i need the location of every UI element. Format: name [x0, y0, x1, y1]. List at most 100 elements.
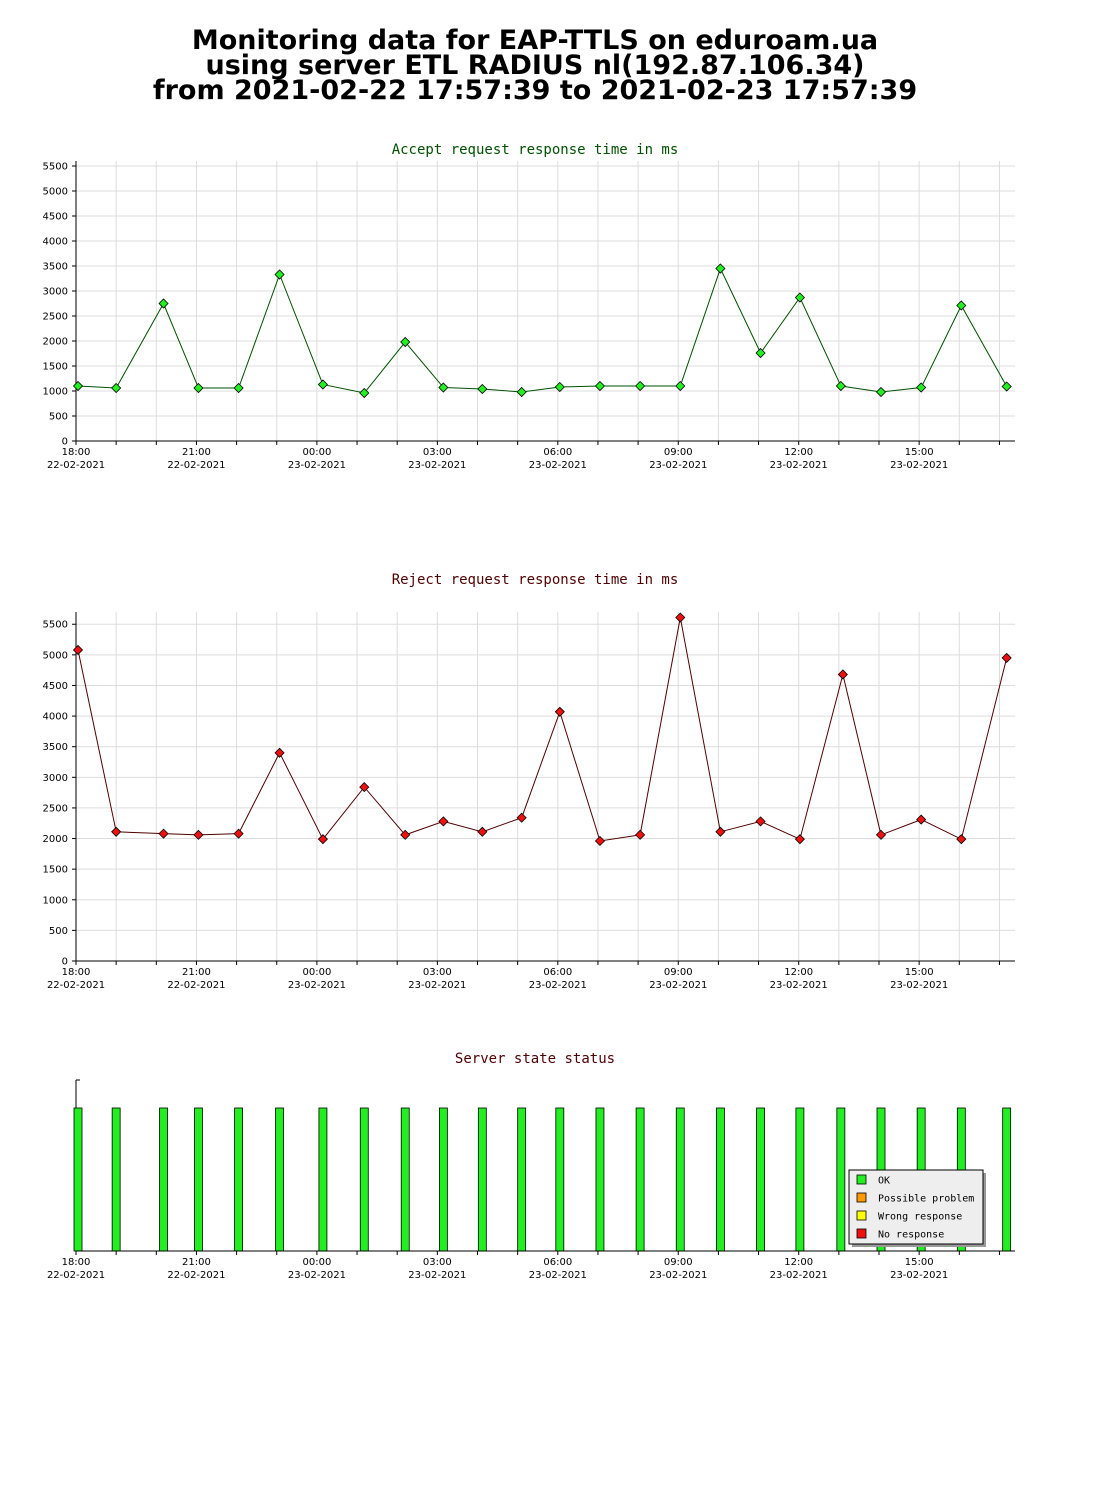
reject-x-tick-time: 09:00 — [664, 967, 693, 978]
status-bar — [555, 1107, 565, 1252]
status-bar — [234, 1107, 244, 1252]
reject-series-line — [77, 617, 1008, 842]
status-x-tick-date: 23-02-2021 — [529, 1270, 587, 1281]
reject-x-tick-time: 12:00 — [784, 967, 813, 978]
status-bar — [836, 1107, 846, 1252]
status-bar — [400, 1107, 410, 1252]
reject-y-tick-label: 3500 — [43, 742, 68, 753]
accept-x-tick-time: 06:00 — [543, 447, 572, 458]
reject-data-point — [554, 706, 565, 717]
accept-data-point — [1001, 381, 1012, 392]
accept-y-tick-label: 3500 — [43, 262, 68, 273]
accept-data-point — [158, 298, 169, 309]
status-bar — [517, 1107, 527, 1252]
reject-x-tick-date: 22-02-2021 — [167, 980, 225, 991]
legend-label: OK — [878, 1176, 890, 1187]
status-chart-title: Server state status — [455, 1051, 615, 1067]
accept-data-point — [594, 380, 606, 392]
accept-y-tick-label: 3000 — [43, 287, 68, 298]
reject-y-tick-label: 2000 — [43, 834, 68, 845]
accept-data-point — [477, 383, 488, 395]
status-bar — [73, 1107, 83, 1252]
accept-data-point — [715, 263, 726, 274]
reject-x-tick-date: 22-02-2021 — [47, 980, 105, 991]
page-title-line-1: Monitoring data for EAP-TTLS on eduroam.… — [191, 25, 879, 56]
reject-x-tick-date: 23-02-2021 — [890, 980, 948, 991]
accept-data-point — [635, 380, 646, 392]
accept-series-line — [77, 267, 1008, 394]
reject-data-point — [875, 829, 887, 840]
reject-y-tick-label: 3000 — [43, 773, 68, 784]
status-bar — [716, 1107, 725, 1252]
reject-data-point — [1001, 652, 1012, 663]
page-title-line-3: from 2021-02-22 17:57:39 to 2021-02-23 1… — [152, 75, 918, 106]
accept-data-point — [956, 300, 967, 311]
accept-data-point — [193, 382, 204, 394]
status-bar — [318, 1107, 328, 1252]
reject-x-tick-date: 23-02-2021 — [770, 980, 828, 991]
accept-data-point — [755, 347, 766, 359]
legend-swatch — [856, 1174, 867, 1185]
accept-data-point — [875, 386, 887, 398]
accept-x-tick-time: 21:00 — [182, 447, 211, 458]
status-bar — [275, 1107, 284, 1252]
legend-label: Wrong response — [878, 1212, 962, 1223]
reject-x-tick-date: 23-02-2021 — [649, 980, 707, 991]
accept-data-point — [516, 386, 527, 398]
reject-data-point — [274, 747, 285, 758]
status-bar — [795, 1107, 805, 1252]
status-bar — [359, 1107, 369, 1252]
accept-data-point — [274, 269, 285, 280]
status-bar — [1002, 1107, 1012, 1252]
reject-data-point — [400, 829, 411, 840]
accept-x-tick-time: 15:00 — [905, 447, 934, 458]
reject-y-tick-label: 1000 — [43, 895, 68, 906]
status-legend — [848, 1169, 984, 1245]
accept-x-tick-date: 22-02-2021 — [167, 460, 225, 471]
reject-y-tick-label: 5500 — [43, 620, 68, 631]
reject-data-point — [755, 816, 766, 827]
reject-data-point — [111, 826, 122, 837]
accept-x-tick-date: 23-02-2021 — [288, 460, 346, 471]
reject-data-point — [675, 612, 686, 623]
reject-x-tick-time: 21:00 — [182, 967, 211, 978]
server-status-chart: 18:00 22-02-2021 21:00 22-02-2021 00:00 23-02… — [47, 1079, 1015, 1281]
status-x-tick-date: 23-02-2021 — [288, 1270, 346, 1281]
accept-data-point — [835, 380, 846, 392]
accept-x-tick-time: 12:00 — [784, 447, 813, 458]
status-bar — [477, 1107, 487, 1252]
reject-y-tick-label: 4500 — [43, 681, 68, 692]
accept-data-point — [233, 382, 244, 394]
status-x-tick-date: 22-02-2021 — [47, 1270, 105, 1281]
accept-x-tick-date: 23-02-2021 — [408, 460, 466, 471]
reject-chart-title: Reject request response time in ms — [392, 572, 679, 588]
reject-data-point — [837, 669, 848, 680]
accept-data-point — [554, 381, 565, 393]
accept-y-tick-label: 2500 — [43, 312, 68, 323]
status-bar — [159, 1107, 168, 1252]
reject-data-point — [635, 829, 646, 840]
status-x-tick-time: 00:00 — [302, 1257, 331, 1268]
accept-x-tick-date: 22-02-2021 — [47, 460, 105, 471]
accept-data-point — [111, 382, 122, 394]
reject-data-point — [594, 835, 606, 847]
reject-data-point — [516, 812, 527, 823]
reject-data-point — [317, 834, 328, 845]
status-bar — [595, 1107, 605, 1252]
page-title-line-2: using server ETL RADIUS nl(192.87.106.34… — [205, 50, 865, 81]
accept-y-tick-label: 4500 — [43, 212, 68, 223]
accept-x-tick-time: 18:00 — [62, 447, 91, 458]
accept-x-tick-date: 23-02-2021 — [890, 460, 948, 471]
accept-chart-title: Accept request response time in ms — [392, 142, 679, 158]
accept-x-tick-date: 23-02-2021 — [529, 460, 587, 471]
accept-x-tick-date: 23-02-2021 — [649, 460, 707, 471]
accept-data-point — [72, 380, 84, 392]
accept-data-point — [675, 380, 686, 392]
reject-x-tick-time: 06:00 — [543, 967, 572, 978]
accept-x-tick-time: 09:00 — [664, 447, 693, 458]
accept-data-point — [794, 292, 805, 303]
legend-swatch — [856, 1228, 867, 1239]
accept-y-tick-label: 4000 — [43, 237, 68, 248]
status-x-tick-date: 23-02-2021 — [649, 1270, 707, 1281]
status-x-tick-time: 03:00 — [423, 1257, 452, 1268]
